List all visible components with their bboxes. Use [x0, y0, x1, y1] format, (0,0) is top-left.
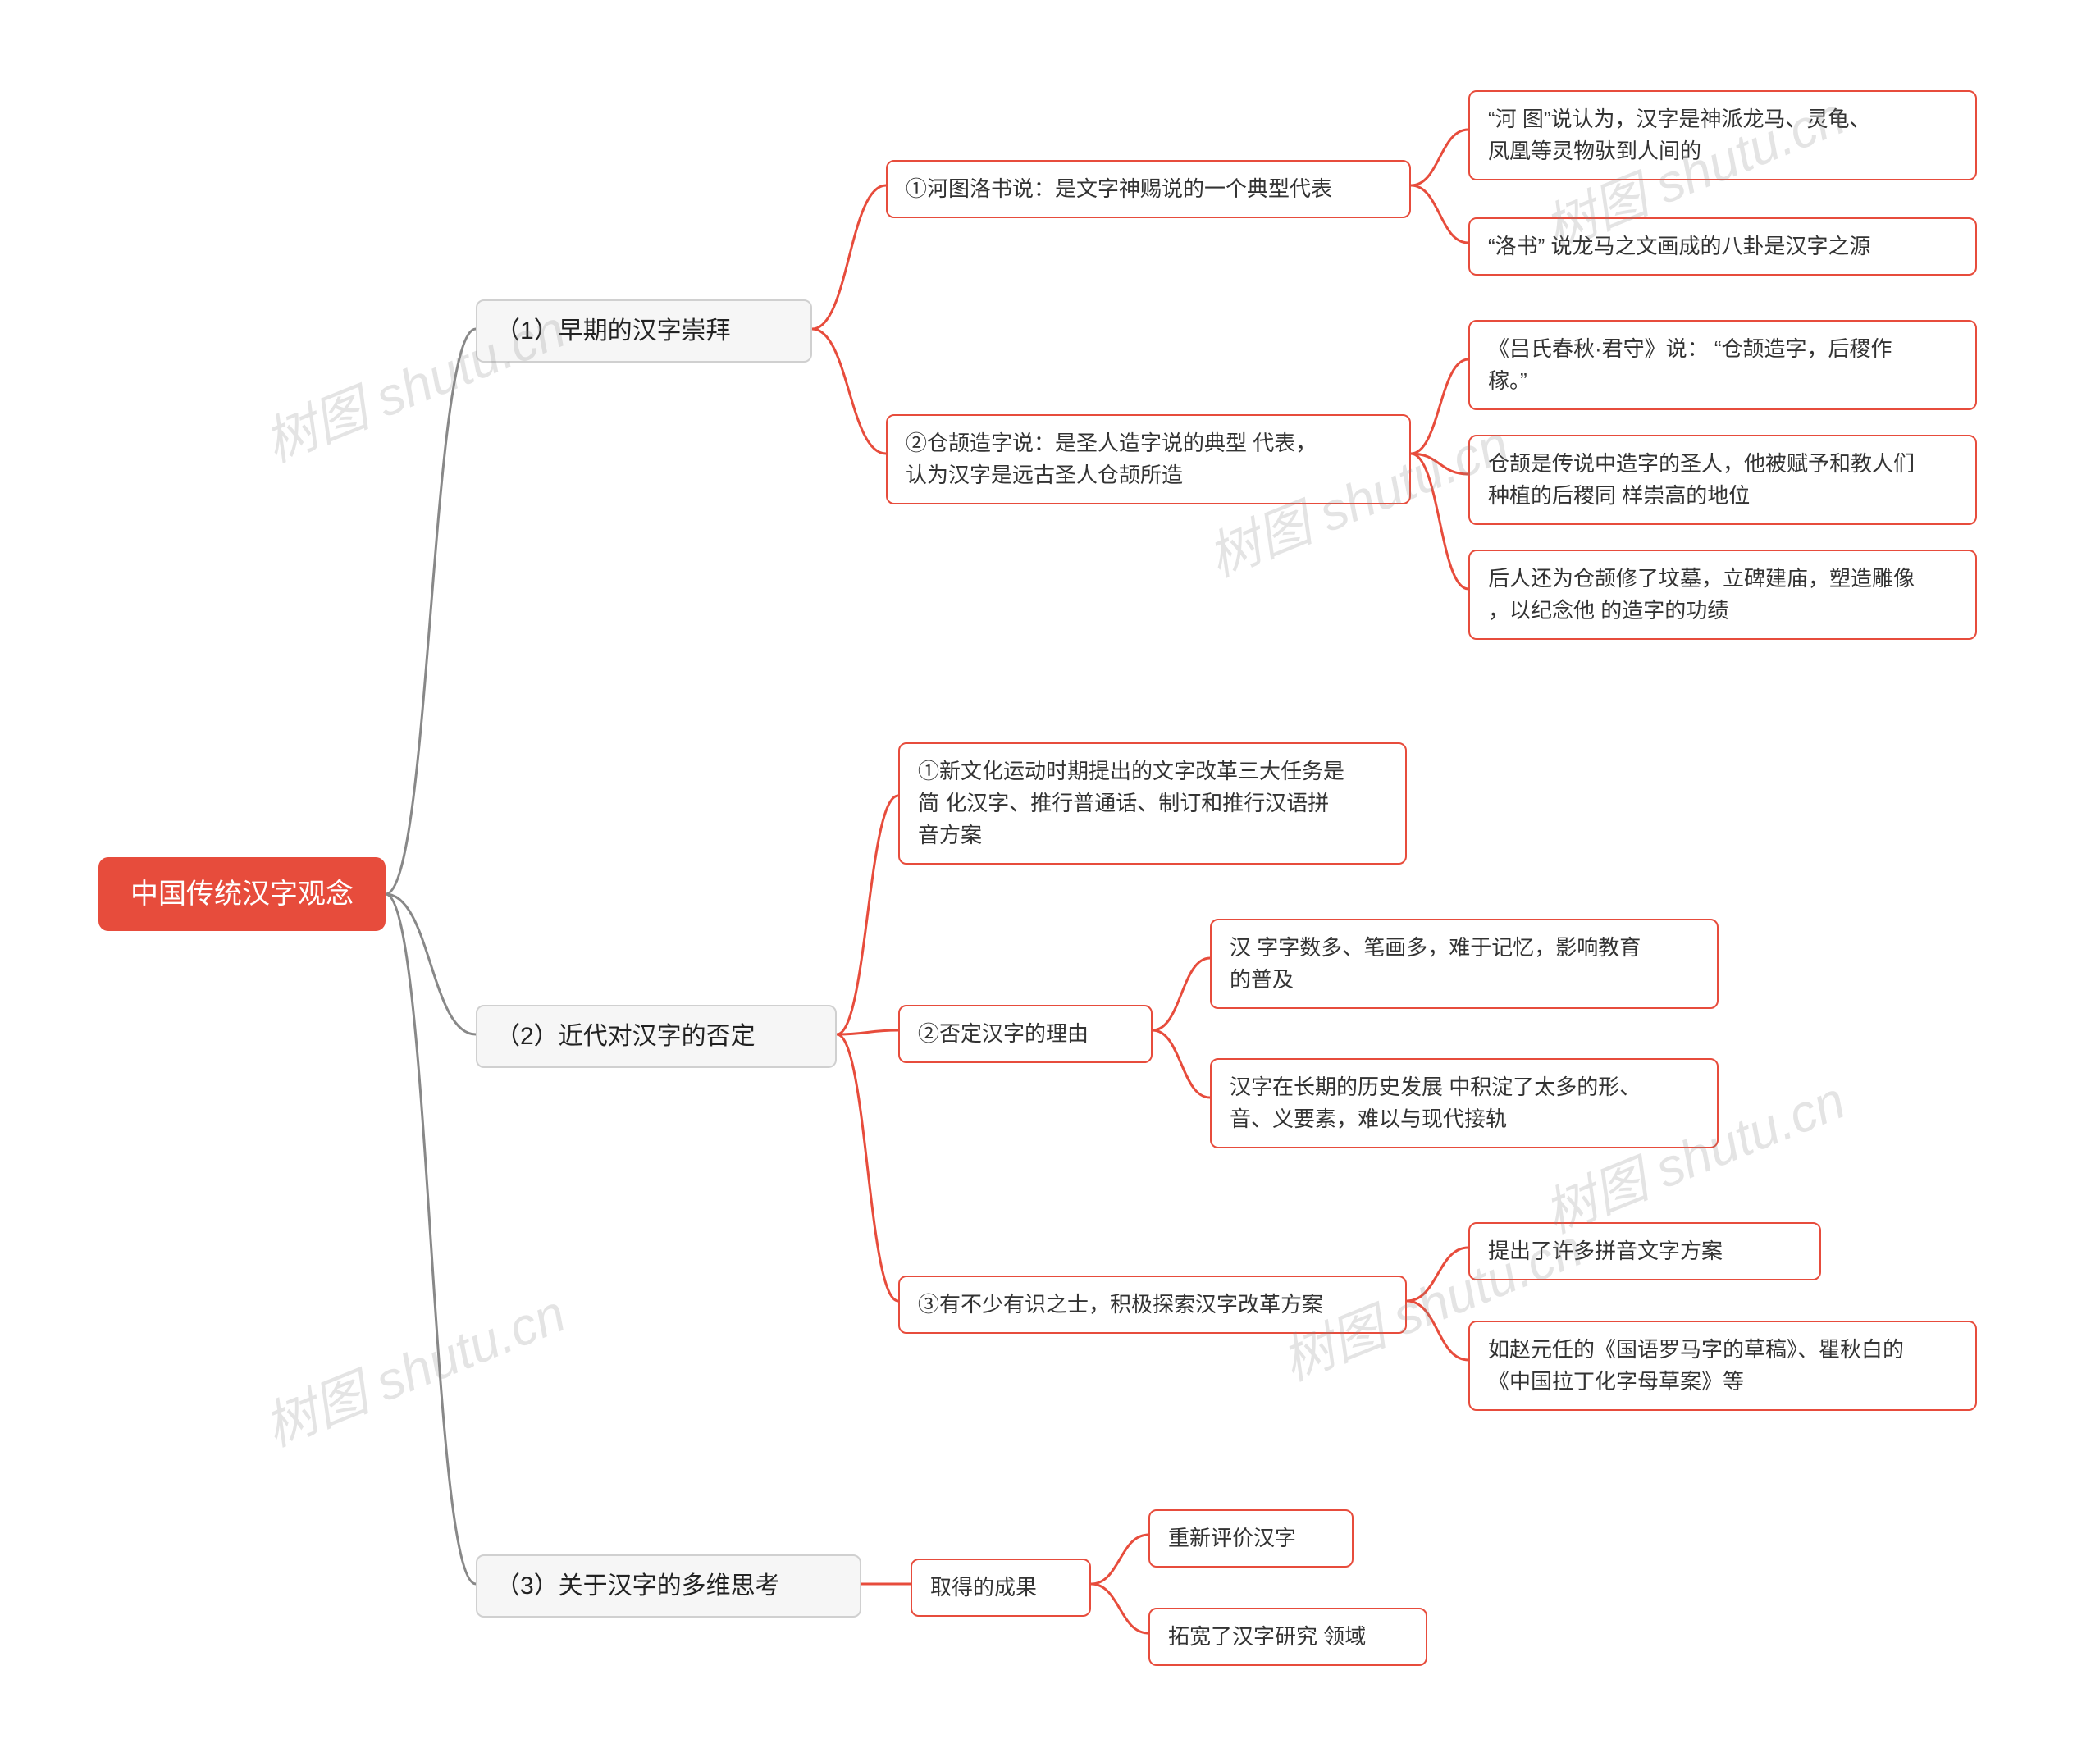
node-b2a: 汉 字字数多、笔画多，难于记忆，影响教育 的普及	[1210, 919, 1719, 1009]
node-b1: ①新文化运动时期提出的文字改革三大任务是 简 化汉字、推行普通话、制订和推行汉语…	[898, 742, 1407, 865]
edge-b2-b2a	[1153, 958, 1210, 1030]
edge-c1-c1a	[1091, 1535, 1148, 1584]
node-b2: ②否定汉字的理由	[898, 1005, 1153, 1063]
node-a2c: 后人还为仓颉修了坟墓，立碑建庙，塑造雕像 ，以纪念他 的造字的功绩	[1468, 550, 1977, 640]
watermark-3: 树图 shutu.cn	[252, 1272, 575, 1462]
edge-b2-b2b	[1153, 1030, 1210, 1098]
node-b: （2）近代对汉字的否定	[476, 1005, 837, 1068]
node-b3: ③有不少有识之士，积极探索汉字改革方案	[898, 1276, 1407, 1334]
node-a2: ②仓颉造字说：是圣人造字说的典型 代表， 认为汉字是远古圣人仓颉所造	[886, 414, 1411, 504]
node-a2a: 《吕氏春秋·君守》说： “仓颉造字，后稷作 稼。”	[1468, 320, 1977, 410]
edge-b-b3	[837, 1034, 898, 1301]
node-c1a: 重新评价汉字	[1148, 1509, 1354, 1568]
edge-a2-a2b	[1411, 454, 1468, 474]
edge-b-b2	[837, 1030, 898, 1034]
edge-a1-a1b	[1411, 185, 1468, 243]
edge-b-b1	[837, 796, 898, 1034]
node-b3b: 如赵元任的《国语罗马字的草稿》、瞿秋白的 《中国拉丁化字母草案》等	[1468, 1321, 1977, 1411]
edge-a-a2	[812, 329, 886, 454]
edge-root-a	[386, 329, 476, 894]
edge-a1-a1a	[1411, 130, 1468, 185]
node-root: 中国传统汉字观念	[98, 857, 386, 931]
node-c1b: 拓宽了汉字研究 领域	[1148, 1608, 1427, 1666]
edge-b3-b3b	[1407, 1301, 1468, 1360]
node-a: （1）早期的汉字崇拜	[476, 299, 812, 363]
edge-b3-b3a	[1407, 1248, 1468, 1301]
node-a1b: “洛书” 说龙马之文画成的八卦是汉字之源	[1468, 217, 1977, 276]
edge-c1-c1b	[1091, 1584, 1148, 1633]
edge-a2-a2c	[1411, 454, 1468, 589]
node-a1: ①河图洛书说：是文字神赐说的一个典型代表	[886, 160, 1411, 218]
node-a2b: 仓颉是传说中造字的圣人，他被赋予和教人们 种植的后稷同 样崇高的地位	[1468, 435, 1977, 525]
node-a1a: “河 图”说认为，汉字是神派龙马、灵龟、 凤凰等灵物驮到人间的	[1468, 90, 1977, 180]
edge-root-b	[386, 894, 476, 1034]
edge-a-a1	[812, 185, 886, 329]
edge-a2-a2a	[1411, 359, 1468, 454]
edge-root-c	[386, 894, 476, 1584]
node-b2b: 汉字在长期的历史发展 中积淀了太多的形、 音、义要素，难以与现代接轨	[1210, 1058, 1719, 1148]
node-b3a: 提出了许多拼音文字方案	[1468, 1222, 1821, 1280]
node-c: （3）关于汉字的多维思考	[476, 1554, 861, 1618]
mindmap-canvas: 中国传统汉字观念 （1）早期的汉字崇拜 ①河图洛书说：是文字神赐说的一个典型代表 “河…	[0, 0, 2100, 1748]
node-c1: 取得的成果	[911, 1559, 1091, 1617]
